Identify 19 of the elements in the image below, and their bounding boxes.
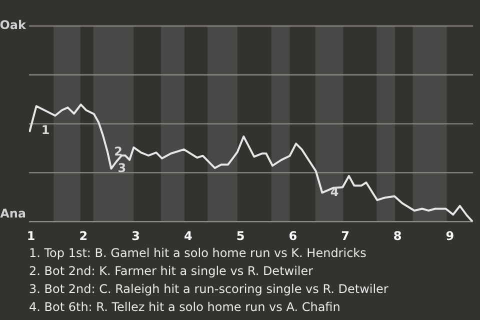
annotation: 3 (118, 160, 126, 175)
annotation: 2 (114, 144, 122, 158)
text: 4. Bot 6th: R. Tellez hit a solo home run vs A. Chafin (29, 299, 342, 316)
annotation: 1 (41, 122, 50, 137)
x-tick-label: 8 (393, 228, 402, 243)
x-tick-label: 5 (236, 228, 245, 243)
text: 1. Top 1st: B. Gamel hit a solo home run vs K. Hendricks (29, 245, 368, 262)
text: 3. Bot 2nd: C. Raleigh hit a run-scoring single vs R. Detwiler (29, 281, 390, 298)
x-tick-label: 2 (79, 228, 88, 243)
x-tick-label: 3 (132, 228, 140, 243)
x-tick-label: 9 (446, 228, 454, 243)
x-tick-label: 4 (184, 228, 192, 243)
annotation: 4 (330, 184, 339, 199)
text: 2. Bot 2nd: K. Farmer hit a single vs R. Detwiler (29, 263, 314, 280)
ref-line-label: Ana (0, 206, 26, 221)
x-tick-label: 6 (288, 228, 298, 243)
ref-line-label: Oak (0, 18, 28, 32)
x-tick-label: 1 (26, 228, 36, 243)
x-tick-label: 7 (341, 228, 350, 243)
